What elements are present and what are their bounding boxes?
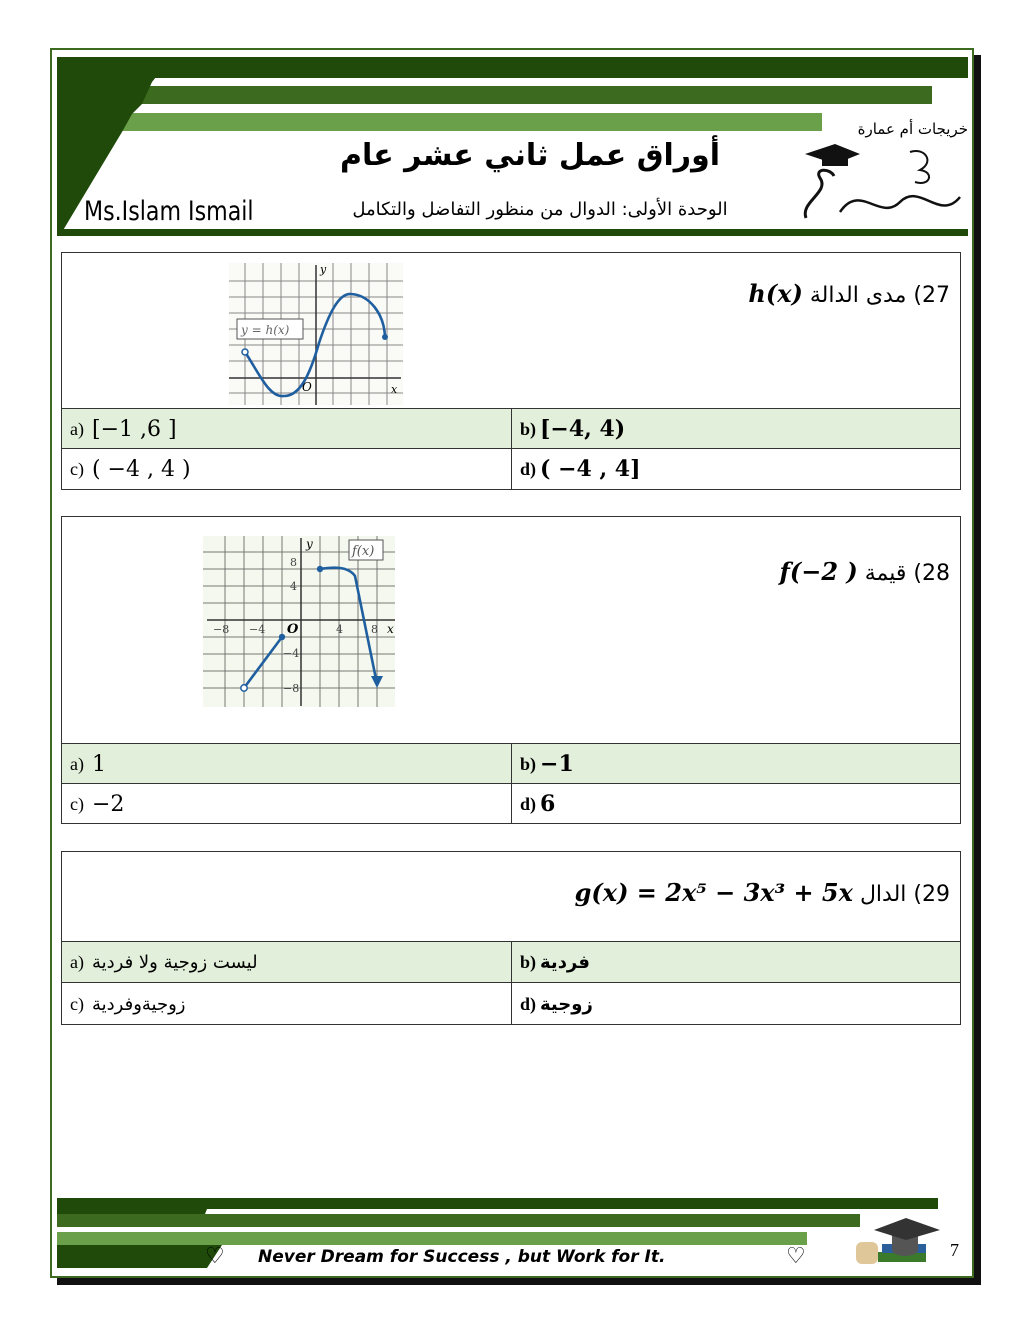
arrow-head [371, 676, 383, 688]
y-axis-label: y [305, 537, 313, 551]
question-prompt: الدال [859, 882, 907, 907]
option-a[interactable]: a) ليست زوجية ولا فردية [70, 952, 258, 973]
option-b[interactable]: b) فردية [511, 942, 960, 983]
footer-band-dark [57, 1198, 938, 1209]
f-segment-right [319, 566, 379, 685]
question-28-text: 28) قيمة f(−2 ) [780, 557, 950, 586]
header-diagonal [57, 57, 172, 232]
option-a[interactable]: a) [−1 ,6 ] [70, 416, 177, 442]
header-band-light [57, 113, 822, 131]
unit-subtitle: الوحدة الأولى: الدوال من منظور التفاضل و… [352, 199, 728, 220]
h-curve [243, 292, 387, 398]
closed-endpoint [316, 565, 324, 573]
header-bottom-line [57, 229, 968, 236]
y-tick: −4 [283, 647, 299, 660]
options-row-2: c) −2 d) 6 [62, 783, 960, 824]
x-axis-label: x [391, 383, 398, 396]
question-prompt: قيمة [864, 561, 907, 586]
option-c[interactable]: c) زوجيةوفردية [70, 993, 186, 1015]
question-28: 28) قيمة f(−2 ) f(x) O x y −8 −4 4 8 8 4… [61, 516, 961, 824]
origin-label: O [302, 380, 312, 394]
page-number: 7 [950, 1240, 959, 1260]
options-row-1: a) [−1 ,6 ] b) [−4, 4) [62, 408, 960, 449]
question-29-text: 29) الدال g(x) = 2x⁵ − 3x³ + 5x [575, 878, 950, 907]
question-prompt: مدى الدالة [809, 283, 907, 308]
options-row-1: a) ليست زوجية ولا فردية b) فردية [62, 941, 960, 983]
footer-band-light [57, 1232, 807, 1245]
closed-endpoint [382, 334, 388, 340]
footer-diagonal [57, 1209, 222, 1268]
graph-f: f(x) O x y −8 −4 4 8 8 4 −4 −8 [203, 536, 395, 707]
graduation-cap-icon [803, 144, 961, 219]
option-b[interactable]: b) [−4, 4) [511, 409, 960, 449]
question-math: h(x) [748, 279, 803, 308]
question-number: 28) [913, 561, 950, 586]
question-number: 27) [913, 283, 950, 308]
y-tick: 8 [290, 556, 297, 569]
teacher-name: Ms.Islam Ismail [84, 196, 254, 227]
options-row-2: c) زوجيةوفردية d) زوجية [62, 982, 960, 1025]
f-segment-left [242, 636, 284, 689]
heart-outline-icon: ♡ [786, 1244, 806, 1269]
y-axis-label: y [319, 263, 327, 276]
option-a[interactable]: a) 1 [70, 751, 106, 777]
question-27: 27) مدى الدالة h(x) y = h(x) O x y a) [−1… [61, 252, 961, 490]
question-math: f(−2 ) [779, 557, 858, 586]
footer-band-mid [57, 1214, 860, 1227]
x-tick: −4 [249, 623, 265, 636]
option-c[interactable]: c)( −4 , 4 ) [70, 456, 191, 482]
question-27-text: 27) مدى الدالة h(x) [748, 279, 950, 308]
closed-endpoint [278, 633, 286, 641]
option-b[interactable]: b) −1 [511, 744, 960, 784]
question-number: 29) [913, 882, 950, 907]
question-math: g(x) = 2x⁵ − 3x³ + 5x [574, 878, 853, 907]
option-d[interactable]: d) زوجية [511, 983, 960, 1025]
question-29: 29) الدال g(x) = 2x⁵ − 3x³ + 5x a) ليست ز… [61, 851, 961, 1025]
options-row-1: a) 1 b) −1 [62, 743, 960, 784]
x-axis-label: x [387, 622, 394, 636]
x-tick: 4 [336, 623, 343, 636]
graph-label: y = h(x) [240, 323, 290, 337]
header-band-mid [57, 86, 932, 104]
school-name: خريجات أم عمارة [857, 120, 968, 138]
option-d[interactable]: d) 6 [511, 784, 960, 824]
x-tick: 8 [371, 623, 378, 636]
y-tick: −8 [283, 682, 299, 695]
footer-motto: Never Dream for Success , but Work for I… [258, 1247, 666, 1267]
y-tick: 4 [290, 580, 297, 593]
header-band-dark [57, 57, 968, 78]
options-row-2: c)( −4 , 4 ) d)( −4 , 4] [62, 448, 960, 489]
graph-h: y = h(x) O x y [229, 263, 403, 405]
option-c[interactable]: c) −2 [70, 791, 125, 817]
worksheet-title: أوراق عمل ثاني عشر عام [339, 138, 721, 173]
open-endpoint [241, 348, 249, 356]
option-d[interactable]: d)( −4 , 4] [511, 449, 960, 489]
origin-label: O [287, 622, 299, 637]
x-tick: −8 [213, 623, 229, 636]
heart-outline-icon: ♡ [205, 1244, 225, 1269]
open-endpoint [240, 684, 248, 692]
graph-label: f(x) [351, 544, 374, 559]
senior-logo [800, 142, 968, 228]
graduation-cap-books-icon [856, 1218, 940, 1264]
